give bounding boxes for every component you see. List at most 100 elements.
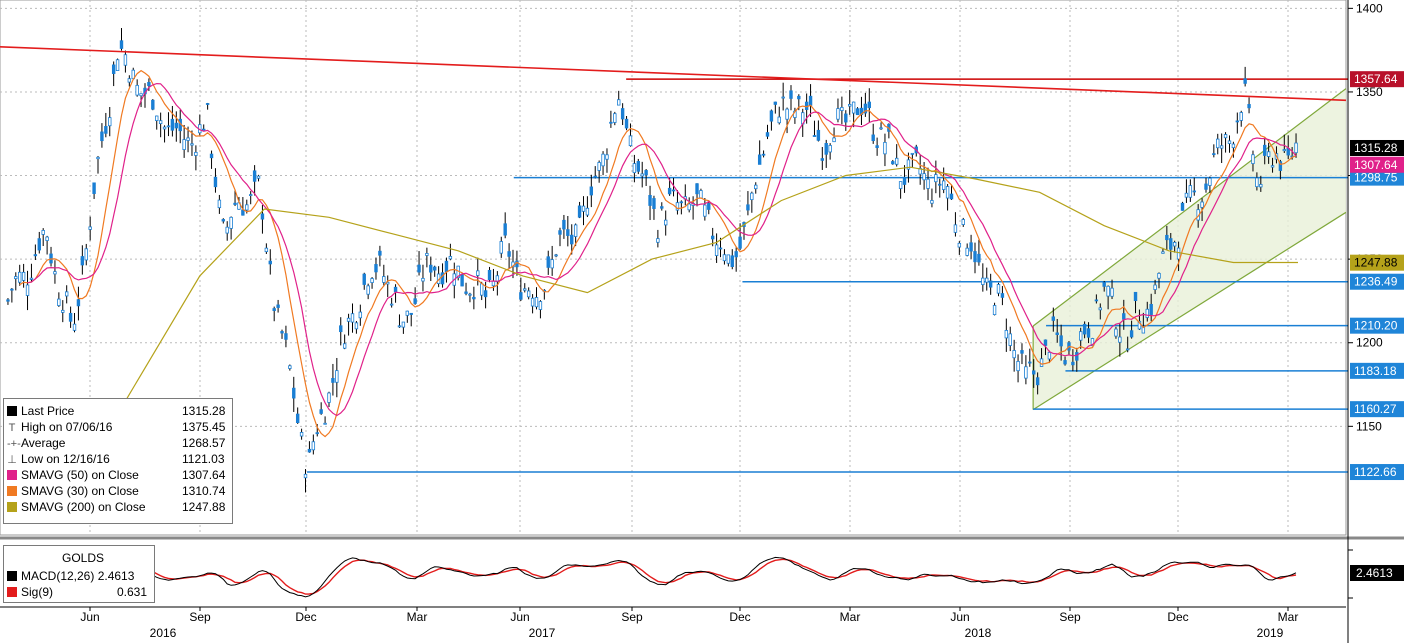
candle-body xyxy=(1176,247,1181,260)
candle-body xyxy=(930,200,934,204)
candle-body xyxy=(824,143,828,155)
candle-body xyxy=(241,209,245,216)
candle-body xyxy=(769,110,774,122)
candle-body xyxy=(202,128,206,131)
candle-body xyxy=(29,277,34,280)
candle-body xyxy=(413,298,417,304)
candle-body xyxy=(554,254,558,257)
legend-row: SMAVG (50) on Close 1307.64 xyxy=(7,467,225,483)
candle-body xyxy=(965,247,969,256)
candle-body xyxy=(570,234,574,245)
candle-body xyxy=(664,219,668,226)
candle-body xyxy=(581,205,586,212)
candle-body xyxy=(589,186,594,196)
candle-body xyxy=(894,157,899,165)
candle-body xyxy=(605,154,609,160)
moving-averages xyxy=(19,69,1298,494)
candle-body xyxy=(1294,142,1298,154)
candle-body xyxy=(1204,183,1208,190)
x-month-label: Sep xyxy=(1059,610,1081,624)
candle-body xyxy=(1165,234,1169,241)
candle-body xyxy=(460,273,464,287)
candle-body xyxy=(111,64,116,74)
level-tag-label: 1236.49 xyxy=(1354,275,1398,289)
candle-body xyxy=(45,236,49,241)
legend-value: 1268.57 xyxy=(182,436,226,450)
candle-body xyxy=(945,186,950,199)
candle-body xyxy=(1118,336,1122,343)
candle-body xyxy=(840,107,844,111)
candle-body xyxy=(750,192,754,201)
candle-body xyxy=(562,219,566,230)
x-month-label: Mar xyxy=(1278,610,1299,624)
macd-swatch xyxy=(7,571,17,581)
candle-body xyxy=(1243,78,1247,84)
macd-title: GOLDS xyxy=(62,551,105,565)
candle-body xyxy=(264,247,269,253)
candle-body xyxy=(620,108,625,120)
candle-body xyxy=(1016,361,1020,372)
candle-body xyxy=(335,370,339,383)
macd-label: MACD(12,26) xyxy=(21,569,95,583)
candle-body xyxy=(1212,153,1216,156)
candle-body xyxy=(891,161,895,165)
candle-body xyxy=(245,204,249,211)
candle-body xyxy=(538,301,543,310)
candle-body xyxy=(362,273,366,285)
sma50-line xyxy=(27,82,1297,417)
candle-body xyxy=(409,312,413,315)
candle-body xyxy=(667,187,672,195)
candle-body xyxy=(256,175,261,179)
candle-body xyxy=(922,173,926,181)
candle-body xyxy=(675,202,680,211)
legend-marker xyxy=(7,470,17,480)
candle-body xyxy=(773,101,778,105)
x-month-label: Mar xyxy=(407,610,428,624)
candle-body xyxy=(832,137,836,143)
x-month-label: Sep xyxy=(621,610,643,624)
candle-body xyxy=(738,236,742,249)
candle-body xyxy=(1149,303,1153,315)
candle-body xyxy=(499,241,503,254)
candle-body xyxy=(10,288,14,291)
candle-body xyxy=(957,242,962,248)
channel-upper xyxy=(1032,88,1347,327)
candle-body xyxy=(217,199,222,209)
level-tag-label: 1160.27 xyxy=(1354,402,1397,416)
candle-body xyxy=(1043,339,1048,346)
x-month-label: Sep xyxy=(189,610,211,624)
candle-body xyxy=(519,292,523,300)
candle-body xyxy=(80,256,85,266)
candle-body xyxy=(393,286,398,293)
candle-body xyxy=(370,278,374,283)
candle-body xyxy=(981,277,985,286)
candle-body xyxy=(507,251,511,257)
signal-label: Sig(9) xyxy=(21,585,54,599)
candle-body xyxy=(139,93,143,97)
candle-body xyxy=(213,176,218,188)
legend-label: Average xyxy=(21,436,66,450)
candle-body xyxy=(229,216,233,229)
candle-body xyxy=(1251,154,1255,164)
candle-body xyxy=(342,343,347,349)
legend-label: Last Price xyxy=(21,404,75,418)
candle-body xyxy=(703,204,707,217)
legend-value: 1310.74 xyxy=(182,484,226,498)
candle-body xyxy=(96,156,100,160)
candle-body xyxy=(609,121,613,124)
candle-body xyxy=(425,253,429,256)
candle-body xyxy=(1133,291,1138,302)
candle-body xyxy=(397,325,402,328)
candle-body xyxy=(1259,184,1263,188)
channel-lower xyxy=(1032,211,1347,411)
candle-body xyxy=(534,297,539,308)
level-tag xyxy=(1350,464,1404,481)
candle-body xyxy=(640,173,644,177)
candle-body xyxy=(41,230,45,235)
candle-body xyxy=(476,270,480,276)
candle-body xyxy=(1169,238,1173,250)
value-tag xyxy=(1350,254,1404,271)
candle-body xyxy=(754,184,758,190)
y-tick-label: 1350 xyxy=(1356,85,1383,99)
candle-body xyxy=(76,299,81,307)
